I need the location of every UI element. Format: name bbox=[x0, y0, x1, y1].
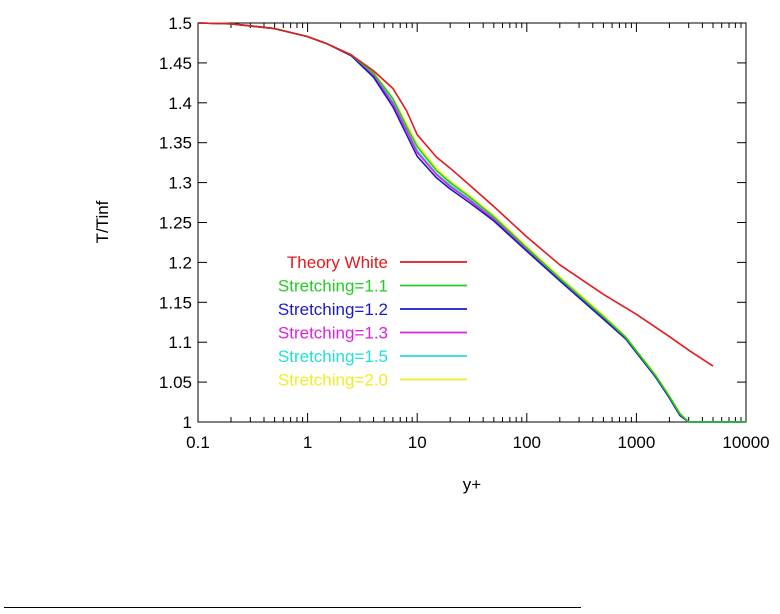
x-tick-label: 1 bbox=[303, 433, 312, 452]
footnote-rule bbox=[4, 607, 581, 608]
y-axis: 1 1.05 1.1 1.15 1.2 1.25 1.3 1.35 1.4 1.45 1.5 bbox=[159, 14, 746, 432]
y-tick-label: 1.5 bbox=[168, 14, 192, 33]
y-tick-label: 1.2 bbox=[168, 253, 192, 272]
legend-label: Stretching=1.2 bbox=[278, 300, 388, 319]
x-tick-label: 0.1 bbox=[186, 433, 210, 452]
y-tick-label: 1.25 bbox=[159, 214, 192, 233]
y-tick-label: 1.3 bbox=[168, 174, 192, 193]
legend-label: Stretching=1.5 bbox=[278, 347, 388, 366]
legend-label: Stretching=1.3 bbox=[278, 324, 388, 343]
series-line-1 bbox=[197, 22, 714, 367]
legend-label: Theory White bbox=[287, 253, 388, 272]
series-lines bbox=[197, 22, 746, 423]
y-tick-label: 1.35 bbox=[159, 134, 192, 153]
x-tick-label: 100 bbox=[513, 433, 541, 452]
x-axis: 0.1 1 10 100 1000 10000 bbox=[186, 23, 770, 452]
legend: Theory White Stretching=1.1 Stretching=1.2… bbox=[278, 253, 467, 390]
y-tick-label: 1.1 bbox=[168, 333, 192, 352]
y-axis-label: T/Tinf bbox=[93, 200, 112, 243]
x-axis-label: y+ bbox=[463, 475, 482, 494]
legend-label: Stretching=1.1 bbox=[278, 277, 388, 296]
y-tick-label: 1.05 bbox=[159, 373, 192, 392]
y-tick-label: 1 bbox=[183, 413, 192, 432]
y-tick-label: 1.4 bbox=[168, 94, 192, 113]
y-tick-label: 1.15 bbox=[159, 293, 192, 312]
y-tick-label: 1.45 bbox=[159, 54, 192, 73]
x-tick-label: 1000 bbox=[617, 433, 655, 452]
legend-label: Stretching=2.0 bbox=[278, 371, 388, 390]
x-tick-label: 10000 bbox=[722, 433, 769, 452]
x-tick-label: 10 bbox=[408, 433, 427, 452]
